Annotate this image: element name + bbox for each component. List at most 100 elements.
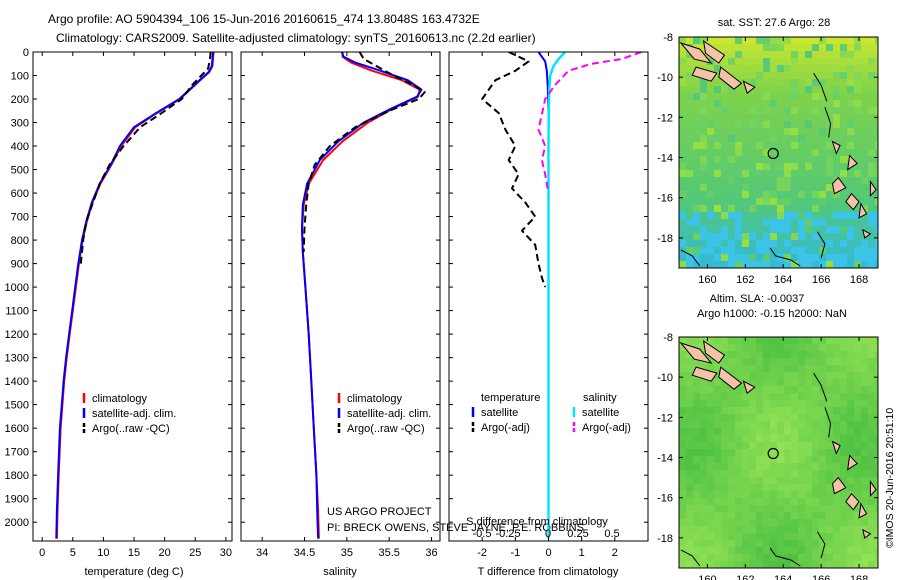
map-cell [833,561,841,568]
map-cell [798,414,806,422]
temperature-xlabel: temperature (deg C) [84,566,183,578]
map-cell [714,498,722,506]
map-cell [686,65,694,73]
map-cell [847,205,855,213]
map-cell [875,37,878,45]
map-cell [847,386,855,394]
map-cell [847,114,855,122]
map-cell [875,58,878,66]
map-cell [693,491,701,499]
map-cell [798,44,806,52]
map-cell [791,254,799,262]
map-cell [714,107,722,115]
map-cell [805,44,813,52]
map-cell [714,226,722,234]
map-cell [854,128,862,136]
map-cell [840,191,848,199]
map-cell [875,177,878,185]
map-cell [770,477,778,485]
map-cell [707,93,715,101]
map-cell [784,554,792,562]
map-cell [791,72,799,80]
map-cell [854,393,862,401]
map-cell [742,156,750,164]
map-cell [693,547,701,555]
map-cell [749,505,757,513]
map-cell [679,505,687,513]
map-cell [826,156,834,164]
map-cell [819,414,827,422]
map-cell [784,351,792,359]
map-cell [875,107,878,115]
map-cell [700,191,708,199]
contour-line [816,231,826,259]
map-cell [707,386,715,394]
map-cell [735,421,743,429]
difference-top-label: S difference from climatology [466,516,608,528]
map-xtick-label: 160 [698,274,716,286]
map-cell [770,470,778,478]
map-cell [756,442,764,450]
map-cell [819,121,827,129]
map-cell [728,128,736,136]
map-cell [686,121,694,129]
map-cell [714,337,722,345]
map-cell [707,435,715,443]
map-cell [686,100,694,108]
map-cell [784,226,792,234]
map-cell [700,121,708,129]
map-cell [707,58,715,66]
map-cell [721,107,729,115]
map-cell [798,533,806,541]
map-cell [707,79,715,87]
map-cell [756,463,764,471]
map-cell [875,463,878,471]
map-cell [770,463,778,471]
map-cell [728,114,736,122]
map-cell [868,498,876,506]
map-cell [819,428,827,436]
map-cell [735,121,743,129]
map-cell [847,44,855,52]
map-cell [728,156,736,164]
map-cell [826,470,834,478]
map-cell [693,498,701,506]
map-cell [840,121,848,129]
map-cell [833,65,841,73]
map-cell [854,435,862,443]
map-cell [826,261,834,268]
map-cell [875,358,878,366]
map-cell [707,170,715,178]
map-cell [777,219,785,227]
map-cell [868,205,876,213]
map-cell [784,212,792,220]
map-cell [756,135,764,143]
map-cell [693,149,701,157]
map-cell [847,519,855,527]
map-cell [875,484,878,492]
map-cell [679,142,687,150]
map-cell [679,533,687,541]
map-cell [770,142,778,150]
map-cell [735,135,743,143]
legend-entry: satellite-adj. clim. [92,408,176,420]
map-cell [791,226,799,234]
map-cell [798,247,806,255]
map-cell [791,351,799,359]
map-cell [854,561,862,568]
map-cell [812,484,820,492]
map-cell [840,135,848,143]
map-cell [840,212,848,220]
map-cell [875,100,878,108]
map-cell [749,198,757,206]
map-cell [679,463,687,471]
map-cell [854,261,862,268]
map-cell [854,72,862,80]
map-cell [861,512,869,520]
map-cell [854,337,862,345]
map-cell [875,400,878,408]
map-cell [805,484,813,492]
map-cell [721,121,729,129]
map-cell [693,135,701,143]
island-shape [831,140,841,155]
